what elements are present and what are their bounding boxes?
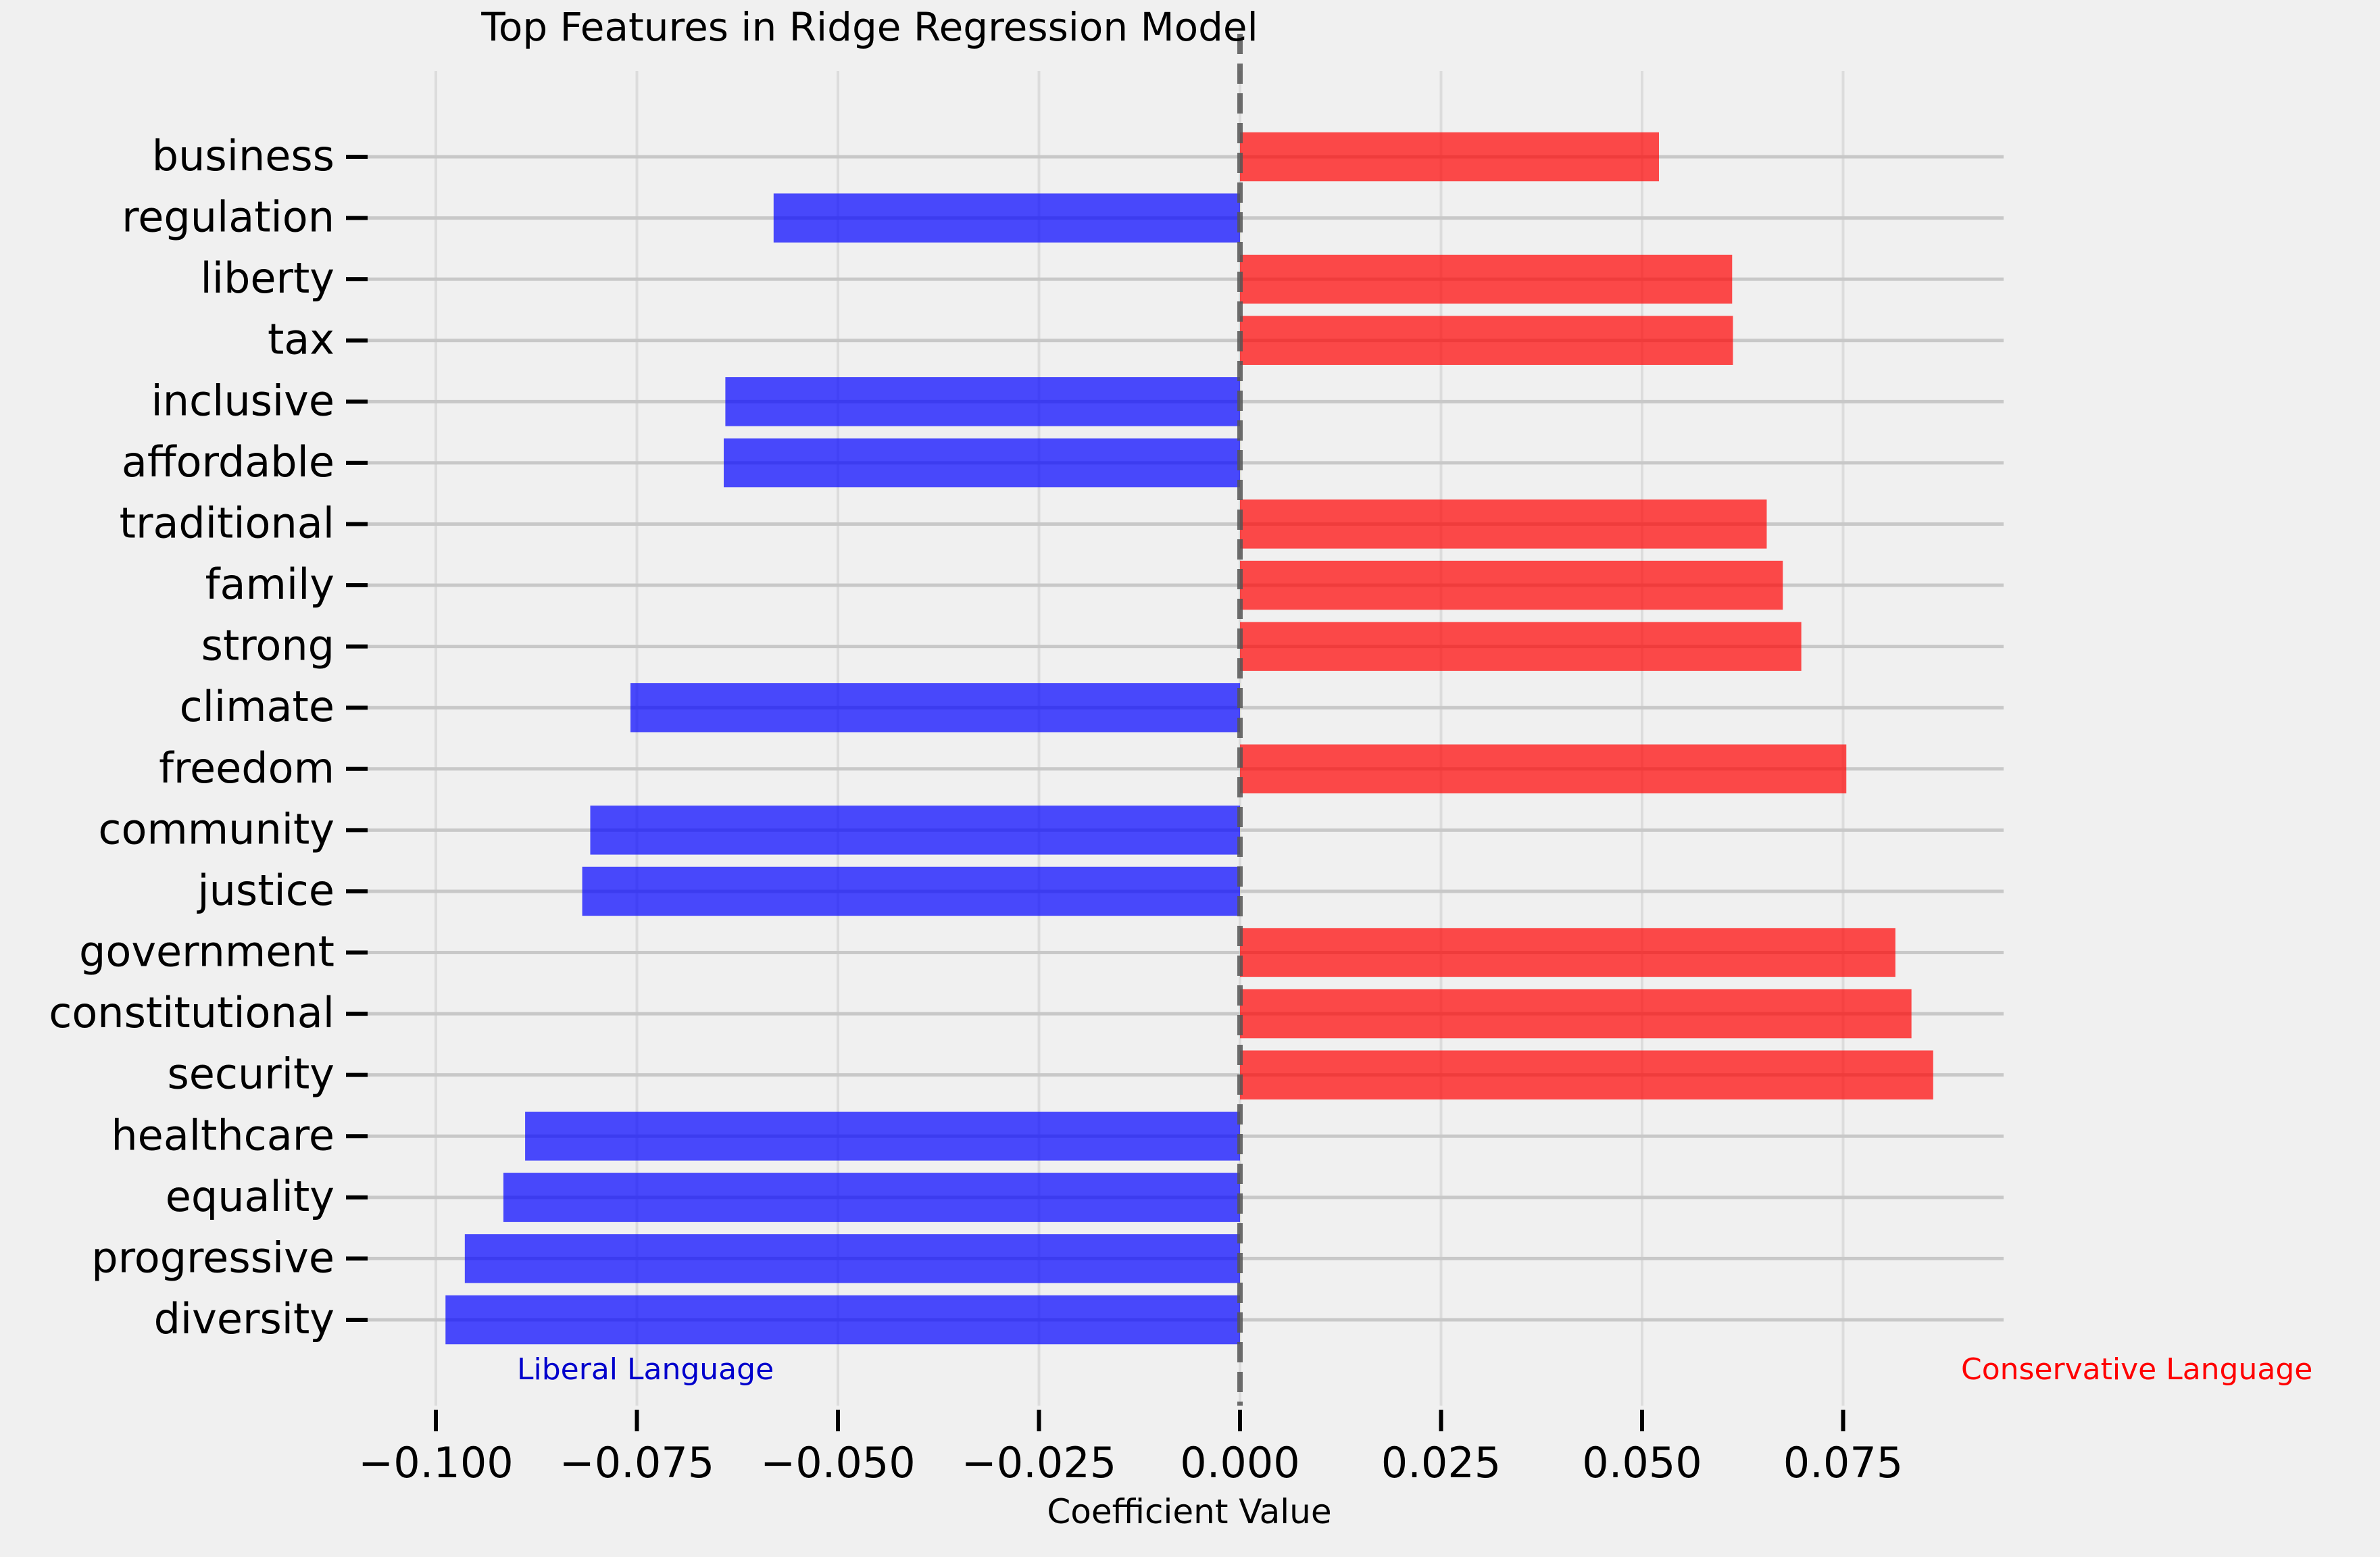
- bar-government[interactable]: [1240, 928, 1895, 977]
- x-tick-label: −0.025: [962, 1438, 1116, 1487]
- annotation-liberal-language: Liberal Language: [517, 1352, 774, 1387]
- annotation-conservative-language: Conservative Language: [1961, 1352, 2312, 1387]
- bar-constitutional[interactable]: [1240, 989, 1912, 1039]
- y-tick-label: community: [98, 804, 334, 854]
- y-tick-label: strong: [201, 621, 334, 670]
- bar-climate[interactable]: [630, 683, 1240, 733]
- bar-tax[interactable]: [1240, 316, 1733, 365]
- x-tick-label: −0.075: [560, 1438, 714, 1487]
- x-tick-label: 0.025: [1381, 1438, 1502, 1487]
- y-tick-label: progressive: [91, 1233, 334, 1282]
- y-tick-label: regulation: [122, 193, 334, 242]
- bar-justice[interactable]: [582, 866, 1240, 916]
- y-tick-label: constitutional: [49, 988, 334, 1037]
- bar-equality[interactable]: [503, 1172, 1241, 1222]
- chart-title: Top Features in Ridge Regression Model: [480, 4, 1258, 50]
- y-tick-label: business: [152, 131, 334, 180]
- x-tick-label: −0.050: [760, 1438, 915, 1487]
- y-tick-label: inclusive: [151, 376, 335, 425]
- bar-progressive[interactable]: [464, 1234, 1240, 1283]
- y-tick-label: healthcare: [111, 1110, 334, 1160]
- y-tick-label: freedom: [159, 743, 334, 793]
- y-tick-label: liberty: [201, 253, 334, 303]
- bars-layer: [445, 132, 1933, 1345]
- bar-strong[interactable]: [1240, 622, 1802, 671]
- x-tick-label: −0.100: [358, 1438, 513, 1487]
- y-tick-label: climate: [180, 682, 334, 731]
- bar-regulation[interactable]: [773, 193, 1240, 243]
- bar-security[interactable]: [1240, 1050, 1933, 1099]
- bar-diversity[interactable]: [445, 1295, 1240, 1345]
- bar-business[interactable]: [1240, 132, 1659, 182]
- x-tick-label: 0.050: [1582, 1438, 1702, 1487]
- y-tick-label: justice: [196, 866, 334, 915]
- y-tick-label: affordable: [122, 437, 334, 487]
- bar-family[interactable]: [1240, 560, 1783, 610]
- x-axis-label: Coefficient Value: [1047, 1492, 1331, 1531]
- y-tick-label: equality: [166, 1172, 334, 1221]
- y-tick-label: government: [79, 927, 334, 977]
- bar-community[interactable]: [590, 806, 1240, 855]
- x-tick-label: 0.000: [1180, 1438, 1300, 1487]
- bar-liberty[interactable]: [1240, 254, 1733, 304]
- bar-affordable[interactable]: [724, 438, 1240, 488]
- y-tick-label: security: [167, 1049, 334, 1099]
- y-tick-label: tax: [268, 315, 334, 364]
- x-tick-label: 0.075: [1783, 1438, 1904, 1487]
- bar-traditional[interactable]: [1240, 499, 1767, 549]
- bar-inclusive[interactable]: [725, 377, 1240, 426]
- bar-freedom[interactable]: [1240, 744, 1847, 794]
- y-tick-label: diversity: [154, 1294, 334, 1343]
- y-tick-label: family: [205, 560, 334, 609]
- bar-healthcare[interactable]: [525, 1112, 1240, 1161]
- axes-layer: diversity progressive equality healthcare se…: [49, 131, 1903, 1487]
- y-tick-label: traditional: [120, 498, 334, 547]
